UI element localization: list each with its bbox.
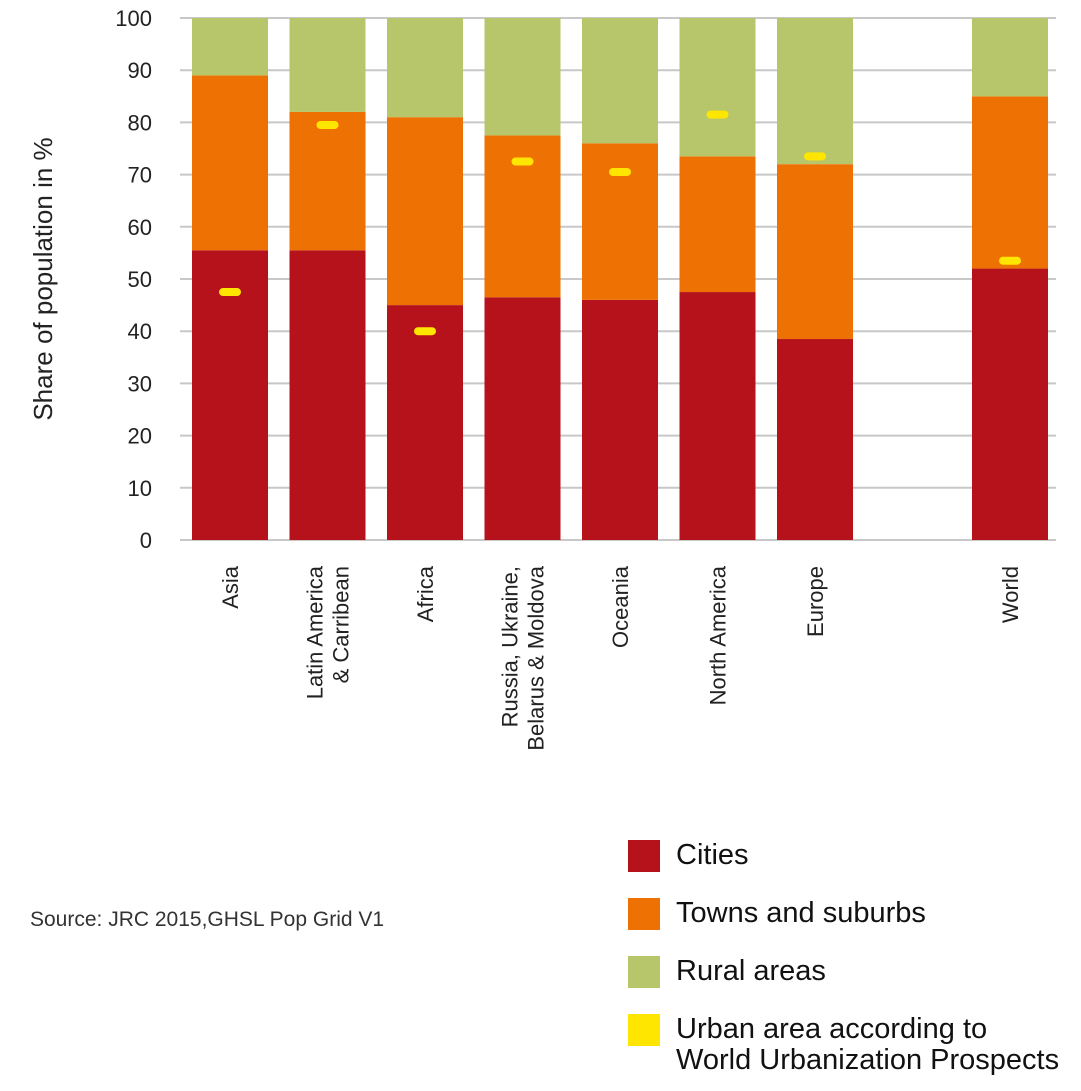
wup-marker-europe [804, 152, 826, 161]
bar-rural-areas-oceania [582, 18, 658, 144]
y-tick-label-0: 0 [140, 528, 152, 553]
source-note: Source: JRC 2015,GHSL Pop Grid V1 [30, 908, 385, 931]
bar-cities-africa [387, 305, 463, 540]
bar-cities-russia-ukraine-belarus-moldova [484, 297, 561, 540]
wup-marker-africa [414, 327, 436, 336]
y-axis-ticks: 0 10 20 30 40 50 60 70 80 90 100 [115, 6, 152, 553]
x-label-russia-ukraine-belarus-moldova-line2: Belarus & Moldova [524, 565, 549, 750]
y-tick-label-30: 30 [128, 371, 152, 396]
x-label-north-america: North America [706, 565, 731, 705]
legend-swatch-rural [628, 956, 660, 988]
bar-rural-areas-africa [387, 18, 463, 118]
stacked-bar-chart: 0 10 20 30 40 50 60 70 80 90 100 Asia Latin America… [28, 6, 1056, 751]
bar-towns-and-suburbs-europe [777, 164, 853, 340]
x-label-world: World [998, 566, 1023, 623]
wup-marker-russia-ukraine-belarus-moldova [511, 157, 534, 166]
y-tick-label-20: 20 [128, 424, 152, 449]
legend-label-rural: Rural areas [676, 955, 826, 987]
bar-towns-and-suburbs-africa [387, 117, 463, 306]
bar-rural-areas-russia-ukraine-belarus-moldova [484, 18, 561, 136]
wup-marker-world [999, 256, 1021, 265]
x-label-latin-america-carribean-line2: & Carribean [329, 566, 354, 683]
x-label-africa: Africa [413, 565, 438, 622]
bar-towns-and-suburbs-north-america [679, 156, 756, 293]
y-tick-label-10: 10 [128, 476, 152, 501]
bar-towns-and-suburbs-asia [192, 75, 268, 251]
bar-towns-and-suburbs-latin-america-carribean [289, 111, 366, 251]
bar-rural-areas-north-america [679, 18, 756, 157]
x-axis-labels: Asia Latin America & Carribean Africa Russia… [218, 565, 1023, 750]
x-label-oceania: Oceania [608, 565, 633, 648]
y-tick-label-70: 70 [128, 163, 152, 188]
bar-cities-world [972, 268, 1048, 540]
bar-cities-north-america [679, 292, 756, 540]
bar-cities-latin-america-carribean [289, 250, 366, 541]
wup-marker-latin-america-carribean [316, 121, 339, 130]
wup-marker-asia [219, 288, 241, 297]
x-label-latin-america-carribean-line1: Latin America [303, 565, 328, 699]
x-label-russia-ukraine-belarus-moldova-line1: Russia, Ukraine, [498, 566, 523, 727]
y-tick-label-60: 60 [128, 215, 152, 240]
bar-cities-asia [192, 250, 268, 541]
y-tick-label-40: 40 [128, 319, 152, 344]
bar-rural-areas-europe [777, 18, 853, 165]
bars [192, 18, 1048, 541]
bar-towns-and-suburbs-oceania [582, 143, 658, 300]
legend-label-wup: Urban area according to World Urbanizati… [676, 1013, 1060, 1076]
y-tick-label-80: 80 [128, 110, 152, 135]
y-tick-label-100: 100 [115, 6, 152, 31]
x-label-asia: Asia [218, 565, 243, 609]
wup-markers [219, 110, 1021, 336]
x-label-europe: Europe [803, 566, 828, 637]
bar-cities-europe [777, 339, 853, 540]
legend-label-towns: Towns and suburbs [676, 897, 926, 929]
legend-swatch-wup [628, 1014, 660, 1046]
y-tick-label-90: 90 [128, 58, 152, 83]
wup-marker-north-america [706, 110, 729, 119]
bar-cities-oceania [582, 299, 658, 540]
y-axis-label: Share of population in % [28, 137, 58, 420]
legend-swatch-towns [628, 898, 660, 930]
y-tick-label-50: 50 [128, 267, 152, 292]
wup-marker-oceania [609, 167, 631, 176]
bar-towns-and-suburbs-world [972, 96, 1048, 269]
legend-swatch-cities [628, 840, 660, 872]
bar-rural-areas-asia [192, 18, 268, 76]
bar-rural-areas-latin-america-carribean [289, 18, 366, 112]
legend-label-cities: Cities [676, 839, 749, 871]
bar-rural-areas-world [972, 18, 1048, 97]
